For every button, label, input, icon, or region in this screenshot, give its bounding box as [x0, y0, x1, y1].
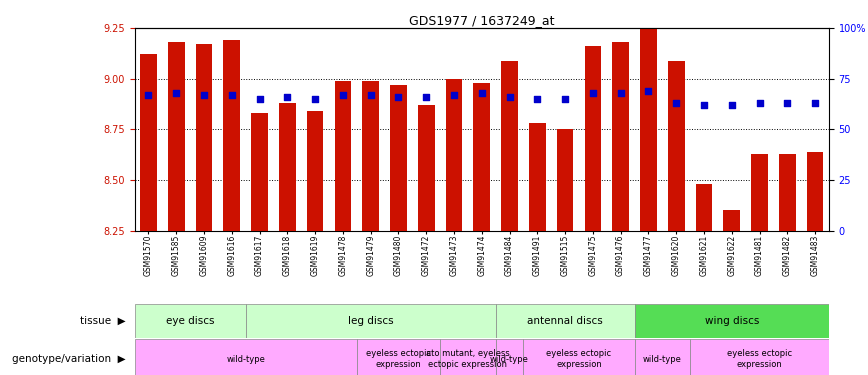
Point: [558, 96, 572, 102]
Bar: [529, 123, 546, 231]
Bar: [496, 339, 523, 375]
Bar: [251, 113, 268, 231]
Bar: [496, 304, 635, 338]
Point: [753, 100, 766, 106]
Text: eyeless ectopic
expression: eyeless ectopic expression: [546, 350, 612, 369]
Bar: [635, 304, 829, 338]
Bar: [523, 339, 635, 375]
Text: leg discs: leg discs: [348, 316, 393, 326]
Text: wild-type: wild-type: [227, 355, 265, 364]
Point: [197, 92, 211, 98]
Point: [780, 100, 794, 106]
Text: ato mutant, eyeless
ectopic expression: ato mutant, eyeless ectopic expression: [426, 350, 510, 369]
Bar: [501, 60, 518, 231]
Bar: [445, 79, 463, 231]
Point: [391, 94, 405, 100]
Bar: [168, 42, 185, 231]
Text: eyeless ectopic
expression: eyeless ectopic expression: [727, 350, 792, 369]
Bar: [440, 339, 496, 375]
Bar: [695, 184, 713, 231]
Point: [725, 102, 739, 108]
Point: [336, 92, 350, 98]
Bar: [779, 154, 796, 231]
Point: [225, 92, 239, 98]
Bar: [135, 339, 357, 375]
Point: [503, 94, 516, 100]
Point: [614, 90, 628, 96]
Bar: [279, 103, 296, 231]
Point: [141, 92, 155, 98]
Point: [419, 94, 433, 100]
Bar: [246, 304, 496, 338]
Bar: [635, 339, 690, 375]
Point: [364, 92, 378, 98]
Bar: [135, 304, 246, 338]
Point: [669, 100, 683, 106]
Point: [697, 102, 711, 108]
Bar: [223, 40, 240, 231]
Bar: [473, 83, 490, 231]
Bar: [667, 60, 685, 231]
Bar: [334, 81, 352, 231]
Text: eyeless ectopic
expression: eyeless ectopic expression: [365, 350, 431, 369]
Bar: [612, 42, 629, 231]
Text: eye discs: eye discs: [166, 316, 214, 326]
Point: [530, 96, 544, 102]
Bar: [195, 44, 213, 231]
Text: wild-type: wild-type: [643, 355, 681, 364]
Bar: [306, 111, 324, 231]
Bar: [584, 46, 602, 231]
Bar: [806, 152, 824, 231]
Title: GDS1977 / 1637249_at: GDS1977 / 1637249_at: [409, 14, 555, 27]
Point: [808, 100, 822, 106]
Bar: [640, 28, 657, 231]
Point: [169, 90, 183, 96]
Point: [641, 88, 655, 94]
Bar: [556, 129, 574, 231]
Point: [253, 96, 266, 102]
Text: tissue  ▶: tissue ▶: [80, 316, 126, 326]
Point: [475, 90, 489, 96]
Bar: [362, 81, 379, 231]
Text: wild-type: wild-type: [490, 355, 529, 364]
Text: wing discs: wing discs: [705, 316, 759, 326]
Point: [308, 96, 322, 102]
Point: [586, 90, 600, 96]
Point: [447, 92, 461, 98]
Bar: [140, 54, 157, 231]
Text: genotype/variation  ▶: genotype/variation ▶: [12, 354, 126, 364]
Bar: [690, 339, 829, 375]
Bar: [751, 154, 768, 231]
Bar: [723, 210, 740, 231]
Bar: [418, 105, 435, 231]
Text: antennal discs: antennal discs: [527, 316, 603, 326]
Bar: [390, 85, 407, 231]
Bar: [357, 339, 440, 375]
Point: [280, 94, 294, 100]
